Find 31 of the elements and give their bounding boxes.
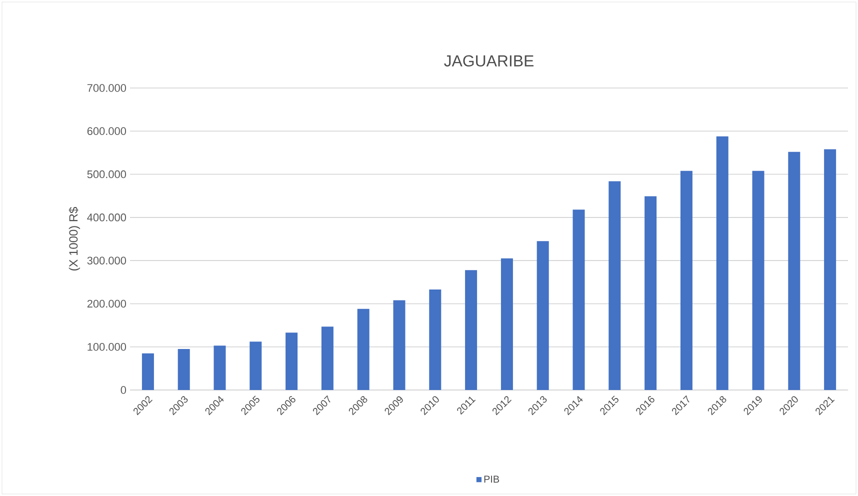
bar	[142, 353, 154, 390]
bar	[752, 170, 764, 390]
y-tick-label: 400.000	[87, 214, 126, 222]
legend-label: PIB	[484, 476, 500, 483]
bar	[644, 196, 657, 390]
y-tick-label: 500.000	[87, 170, 126, 178]
bar	[178, 349, 190, 390]
bar	[465, 270, 478, 390]
y-tick-label: 200.000	[87, 300, 126, 308]
bar	[393, 300, 406, 390]
bar	[214, 346, 226, 390]
bar	[824, 149, 836, 390]
y-tick-label: 0	[120, 386, 126, 394]
y-tick-label: 600.000	[87, 127, 126, 136]
chart-title: JAGUARIBE	[444, 55, 534, 66]
y-axis-title: (X 1000) R$	[68, 206, 80, 270]
y-tick-label: 300.000	[87, 256, 126, 264]
bar	[250, 342, 262, 390]
bar	[357, 308, 370, 390]
y-tick-label: 700.000	[87, 84, 126, 92]
bar	[716, 136, 728, 390]
bar	[788, 152, 800, 390]
bar	[572, 210, 585, 390]
bar	[608, 181, 621, 390]
bar	[680, 170, 692, 390]
bar	[429, 289, 442, 390]
bar	[536, 241, 549, 390]
y-tick-label: 100.000	[88, 342, 126, 351]
bar	[321, 326, 334, 390]
bar	[500, 258, 513, 390]
bar	[286, 332, 298, 390]
